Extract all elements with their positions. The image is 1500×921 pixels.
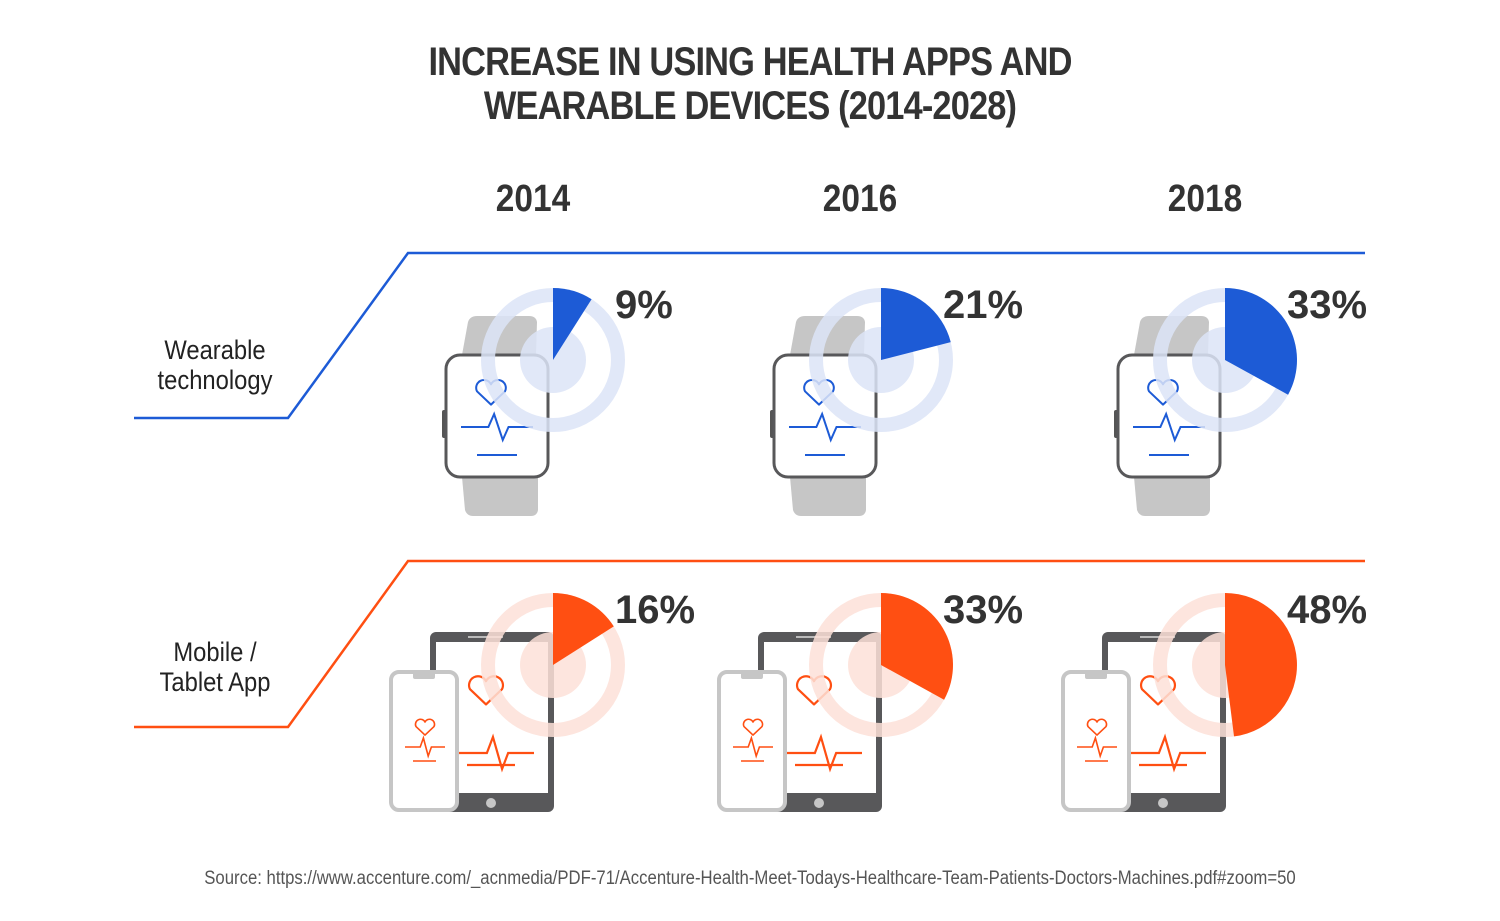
source-note: Source: https://www.accenture.com/_acnme… <box>204 868 1296 889</box>
tablet-home-button <box>486 798 496 808</box>
watch-band-bottom <box>462 477 538 516</box>
heartbeat-line-icon <box>458 733 534 773</box>
panel-mobile-2014: 16% <box>389 588 695 812</box>
title-line-1: INCREASE IN USING HEALTH APPS AND <box>428 40 1072 84</box>
heartbeat-line-icon <box>1130 733 1206 773</box>
row-label-line: Wearable <box>164 335 266 365</box>
panel-wearable-2016: 21% <box>770 283 1023 516</box>
phone-notch <box>1085 672 1107 679</box>
heartbeat-line-icon <box>786 733 862 773</box>
percent-label: 16% <box>615 588 695 632</box>
heartbeat-line-icon <box>733 735 773 759</box>
panel-mobile-2018: 48% <box>1061 588 1367 812</box>
percent-label: 9% <box>615 283 673 327</box>
tablet-home-button <box>814 798 824 808</box>
heartbeat-line-icon <box>405 735 445 759</box>
row-label-wearable: Wearable technology <box>127 335 303 395</box>
watch-body <box>772 353 878 479</box>
heartbeat-line-icon <box>1077 735 1117 759</box>
heartbeat-line-icon <box>789 411 861 443</box>
pie-wedge <box>881 593 953 700</box>
row-divider-wearable <box>134 251 1365 420</box>
year-label-2016: 2016 <box>822 178 898 220</box>
pie-wedge <box>553 593 614 665</box>
percent-label: 48% <box>1287 588 1367 632</box>
heart-icon <box>1086 718 1108 736</box>
percent-label: 21% <box>943 283 1023 327</box>
pie-wedge <box>1225 593 1297 737</box>
panel-wearable-2014: 9% <box>442 283 673 516</box>
pie-wedge <box>553 288 592 360</box>
percent-label: 33% <box>1287 283 1367 327</box>
tablet-home-button <box>1158 798 1168 808</box>
row-label-mobile: Mobile / Tablet App <box>127 637 303 697</box>
heart-icon <box>414 718 436 736</box>
pie-wedge <box>881 288 951 360</box>
panel-mobile-2016: 33% <box>717 588 1023 812</box>
watch-body <box>1116 353 1222 479</box>
year-label-2018: 2018 <box>1167 178 1243 220</box>
heart-icon <box>742 718 764 736</box>
heartbeat-line-icon <box>1133 411 1205 443</box>
row-label-line: technology <box>157 365 273 395</box>
watch-band-bottom <box>1134 477 1210 516</box>
panel-wearable-2018: 33% <box>1114 283 1367 516</box>
chart-title: INCREASE IN USING HEALTH APPS AND WEARAB… <box>105 40 1395 128</box>
pie-wedge <box>1225 288 1297 395</box>
phone-notch <box>413 672 435 679</box>
phone-notch <box>741 672 763 679</box>
watch-band-bottom <box>790 477 866 516</box>
row-label-line: Tablet App <box>159 667 271 697</box>
row-divider-mobile <box>134 559 1365 729</box>
heartbeat-line-icon <box>461 411 533 443</box>
watch-body <box>444 353 550 479</box>
title-line-2: WEARABLE DEVICES (2014-2028) <box>483 84 1017 128</box>
year-label-2014: 2014 <box>495 178 571 220</box>
percent-label: 33% <box>943 588 1023 632</box>
row-label-line: Mobile / <box>173 637 257 667</box>
